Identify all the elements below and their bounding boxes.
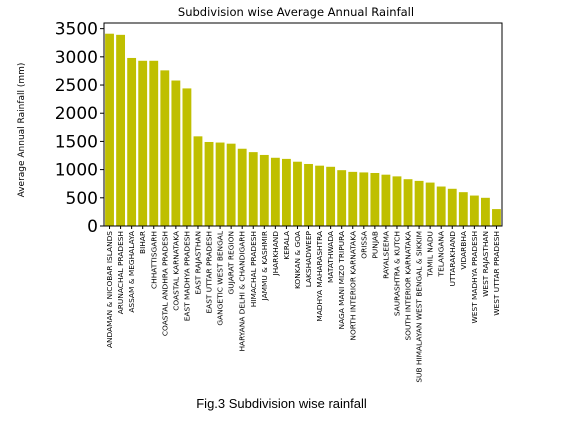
x-tick-label: PUNJAB — [370, 231, 379, 259]
x-tick-label: MADHYA MAHARASHTRA — [315, 231, 324, 322]
bar — [149, 60, 159, 227]
y-tick-label: 500 — [66, 189, 98, 209]
x-tick-label: GANGETIC WEST BENGAL — [216, 230, 225, 325]
bar — [304, 163, 313, 226]
bar — [215, 142, 225, 226]
x-tick-label: LAKSHADWEEP — [304, 230, 313, 287]
bar — [348, 171, 358, 226]
x-tick-label: ARUNACHAL PRADESH — [116, 231, 125, 314]
bar — [469, 195, 479, 226]
y-tick-label: 1500 — [55, 132, 98, 152]
x-tick-label: HARYANA DELHI & CHANDIGARH — [238, 231, 247, 352]
x-tick-label: COASTAL KARNATAKA — [171, 231, 180, 311]
x-tick-label: GUJARAT REGION — [227, 231, 236, 294]
bar — [326, 166, 336, 226]
bar — [480, 197, 490, 226]
bar — [315, 165, 325, 226]
bar — [248, 152, 258, 226]
x-tick-label: SOUTH INTERIOR KARNATAKA — [404, 231, 413, 341]
y-tick-label: 1000 — [55, 161, 98, 181]
x-tick-label: TELANGANA — [437, 231, 446, 277]
bars-group — [105, 33, 501, 227]
bar — [425, 182, 435, 226]
x-tick-label: ASSAM & MEGHALAYA — [127, 231, 136, 313]
bar — [193, 136, 203, 226]
x-tick-label: TAMIL NADU — [426, 231, 435, 278]
bar — [105, 33, 114, 226]
x-tick-label: RAYALSEEMA — [381, 231, 390, 279]
bar — [458, 192, 468, 226]
bar — [204, 141, 214, 226]
x-tick-label: WEST MADHYA PRADESH — [470, 231, 479, 324]
y-tick-label: 0 — [87, 217, 98, 237]
y-tick-label: 2500 — [55, 76, 98, 96]
x-axis-ticks: ANDAMAN & NICOBAR ISLANDS ARUNACHAL PRADE… — [105, 226, 501, 383]
y-tick-label: 2000 — [55, 104, 98, 124]
bar — [381, 174, 391, 226]
x-tick-label: SUB HIMALAYAN WEST BENGAL & SIKKIM — [415, 231, 424, 383]
bar — [116, 34, 126, 226]
bar — [259, 154, 269, 226]
bar — [293, 161, 302, 226]
x-tick-label: JHARKHAND — [271, 231, 280, 277]
x-tick-label: VIDARBHA — [459, 231, 468, 270]
bar — [337, 170, 347, 226]
bar — [359, 172, 369, 226]
bar — [182, 88, 192, 227]
y-tick-label: 3500 — [55, 20, 98, 40]
x-tick-label: SAURASHTRA & KUTCH — [392, 231, 401, 316]
bar — [138, 60, 148, 227]
bar — [160, 70, 170, 226]
x-tick-label: EAST RAJASTHAN — [193, 231, 202, 295]
x-tick-label: WEST RAJASTHAN — [481, 231, 490, 297]
y-axis-label: Average Annual Rainfall (mm) — [17, 63, 27, 198]
bar — [414, 180, 424, 226]
x-tick-label: EAST MADHYA PRADESH — [182, 231, 191, 321]
bar — [403, 179, 413, 226]
bar — [392, 176, 402, 226]
bar — [237, 148, 247, 226]
plot-frame — [103, 22, 503, 227]
x-tick-label: JAMMU & KASHMIR — [260, 231, 269, 301]
x-tick-label: WEST UTTAR PRADESH — [492, 231, 501, 316]
x-tick-label: ANDAMAN & NICOBAR ISLANDS — [105, 231, 114, 348]
bar — [447, 188, 457, 226]
bar — [226, 143, 236, 226]
bar — [270, 157, 280, 226]
x-tick-label: NORTH INTERIOR KARNATAKA — [348, 231, 357, 341]
bar — [127, 57, 137, 226]
bar — [370, 172, 380, 226]
figure-caption: Fig.3 Subdivision wise rainfall — [196, 396, 367, 411]
x-tick-label: KONKAN & GOA — [293, 231, 302, 289]
x-tick-label: CHHATTISGARH — [149, 231, 158, 289]
x-tick-label: BIHAR — [138, 231, 147, 254]
x-tick-label: UTTARAKHAND — [448, 231, 457, 287]
y-tick-label: 3000 — [55, 48, 98, 68]
x-tick-label: HIMACHAL PRADESH — [249, 231, 258, 307]
y-axis-ticks: 0 500 1000 1500 2000 2500 3000 3500 — [55, 20, 104, 237]
bar — [171, 80, 181, 227]
x-tick-label: COASTAL ANDHRA PRADESH — [160, 231, 169, 336]
x-tick-label: MATATHWADA — [326, 231, 335, 283]
x-tick-label: ORISSA — [359, 231, 368, 259]
x-tick-label: KERALA — [282, 231, 291, 260]
bar — [436, 186, 446, 226]
x-tick-label: NAGA MANI MIZO TRIPURA — [337, 231, 346, 329]
bar — [492, 209, 501, 226]
x-tick-label: EAST UTTAR PRADESH — [205, 231, 214, 314]
chart-title: Subdivision wise Average Annual Rainfall — [178, 5, 414, 19]
bar — [281, 158, 291, 226]
